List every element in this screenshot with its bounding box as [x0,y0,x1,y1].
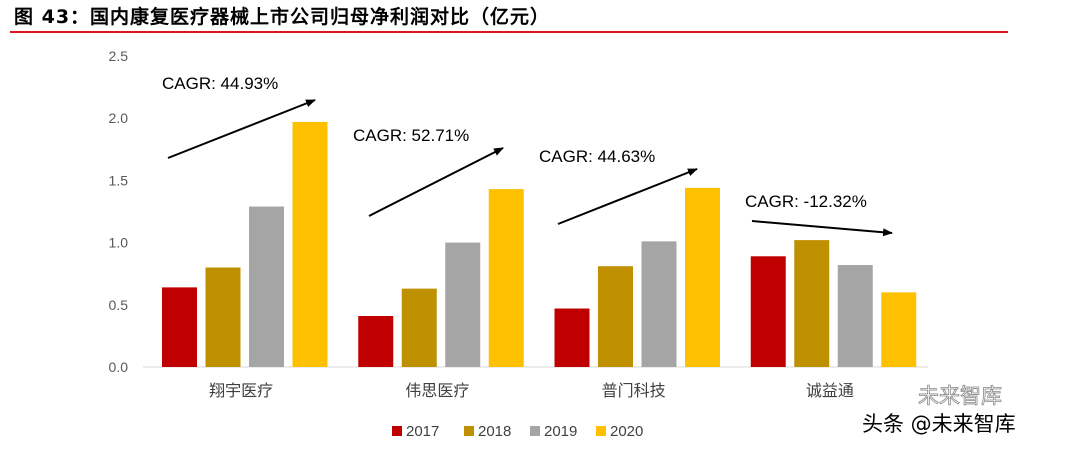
watermark-logo-text: 未来智库 [918,384,1003,409]
cagr-label: CAGR: 44.63% [539,147,655,166]
legend-label: 2019 [544,423,577,440]
bar-2017 [162,287,197,367]
bar-2019 [445,242,481,367]
category-label: 诚益通 [806,381,854,400]
legend-label: 2020 [610,423,643,440]
bar-2018 [401,288,437,367]
bar-2020 [292,121,328,367]
legend-label: 2017 [406,423,439,440]
bar-2020 [488,189,524,367]
y-tick-label: 1.5 [109,172,129,188]
legend-swatch-2019 [530,426,540,436]
cagr-label: CAGR: -12.32% [745,192,867,211]
trend-arrow [557,168,698,225]
bar-2020 [685,187,720,367]
bar-2017 [554,308,590,367]
category-label: 伟思医疗 [405,381,469,400]
bar-2018 [598,266,633,367]
bar-2017 [750,256,786,367]
legend-swatch-2020 [596,426,606,436]
category-label: 翔宇医疗 [209,381,273,400]
legend-label: 2018 [478,423,511,440]
title-divider [10,31,1008,33]
bar-2017 [358,315,394,367]
y-tick-label: 0.0 [109,359,129,375]
trend-arrow [167,99,316,159]
y-tick-label: 0.5 [109,297,129,313]
bar-2019 [837,264,873,367]
trend-arrow [751,220,893,237]
bar-2018 [794,240,830,367]
y-tick-label: 2.0 [109,110,129,126]
bar-2018 [205,267,241,367]
trend-arrow [368,147,504,217]
cagr-label: CAGR: 44.93% [162,74,278,93]
bar-2019 [249,206,284,367]
bar-2020 [881,292,917,367]
chart-title: 图 43：国内康复医疗器械上市公司归母净利润对比（亿元） [14,6,551,28]
legend-swatch-2018 [464,426,474,436]
y-tick-label: 1.0 [109,235,129,251]
bar-2019 [641,241,677,367]
cagr-label: CAGR: 52.71% [353,126,469,145]
legend-swatch-2017 [392,426,402,436]
y-tick-label: 2.5 [109,48,129,64]
category-label: 普门科技 [602,381,666,400]
watermark: 头条 @未来智库 [862,412,1016,436]
